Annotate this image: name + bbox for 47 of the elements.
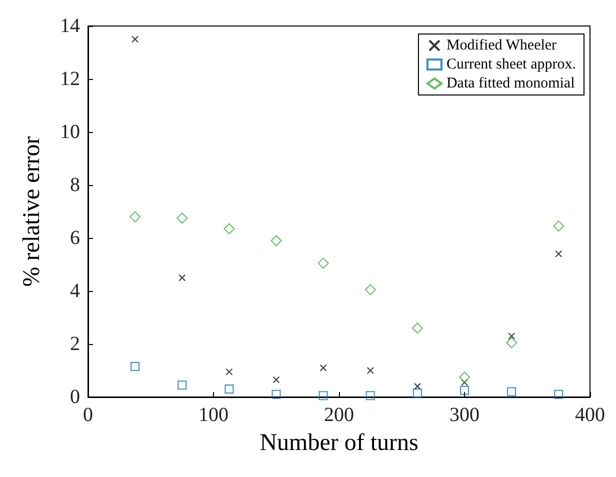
y-tick-label: 8 [70,174,80,196]
x-tick-label: 100 [198,404,228,426]
point [506,337,518,348]
point [178,274,186,282]
point [272,390,281,399]
point [414,382,421,390]
point [412,322,423,334]
point [130,362,140,372]
point [364,284,376,296]
point [270,235,282,246]
legend-label: Data fitted monomial [446,76,575,92]
y-axis-title: % relative error [19,136,45,287]
point [272,376,280,384]
point [461,378,468,386]
y-tick-label: 0 [70,386,80,408]
point [178,380,187,390]
y-tick-label: 4 [70,280,80,302]
legend-label: Modified Wheeler [446,38,557,54]
point [224,223,235,234]
y-tick-label: 12 [60,68,80,90]
point [507,387,516,396]
point [320,364,327,372]
x-tick-label: 400 [575,404,605,426]
point [132,36,139,43]
point [412,388,422,398]
x-tick-label: 300 [450,404,480,426]
point [553,220,564,232]
point [226,368,233,376]
point [554,390,564,399]
y-tick-label: 2 [70,333,80,355]
point [555,250,562,258]
point [460,386,469,395]
x-axis-title: Number of turns [260,430,418,456]
x-tick-label: 200 [324,404,354,426]
point [459,372,470,383]
point [130,211,141,222]
y-tick-label: 10 [60,121,80,143]
point [366,391,375,400]
point [176,212,188,224]
point [366,367,374,374]
y-tick-label: 6 [70,227,80,249]
point [318,391,328,400]
point [508,332,516,340]
y-tick-label: 14 [60,15,80,37]
point [318,258,329,269]
point [224,384,234,394]
legend-label: Current sheet approx. [446,56,576,72]
